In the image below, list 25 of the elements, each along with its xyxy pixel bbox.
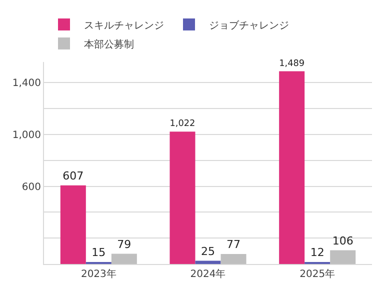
data-label: 77: [226, 238, 241, 252]
legend-label: 本部公募制: [84, 38, 134, 50]
x-tick-label: 2023年: [80, 268, 116, 280]
data-label: 1,489: [279, 58, 305, 69]
bar: [111, 254, 137, 264]
data-label: 79: [117, 238, 132, 251]
legend-label: ジョブチャレンジ: [209, 19, 289, 32]
bar: [195, 260, 221, 264]
y-tick-label: 1,400: [12, 78, 41, 90]
bar: [60, 185, 86, 264]
legend-label: スキルチャレンジ: [84, 20, 164, 32]
data-label: 607: [62, 169, 84, 182]
bar: [170, 132, 196, 264]
bar: [220, 254, 246, 264]
bar: [279, 71, 305, 264]
data-label: 25: [201, 244, 215, 258]
x-tick-label: 2024年: [190, 268, 226, 280]
bar: [330, 250, 356, 264]
y-tick-label: 600: [22, 182, 41, 193]
data-label: 1,022: [170, 119, 196, 130]
data-label: 106: [332, 234, 354, 248]
data-label: 12: [310, 246, 324, 259]
y-tick-label: 1,000: [12, 130, 41, 142]
x-tick-label: 2025年: [300, 268, 336, 280]
data-label: 15: [92, 246, 106, 259]
